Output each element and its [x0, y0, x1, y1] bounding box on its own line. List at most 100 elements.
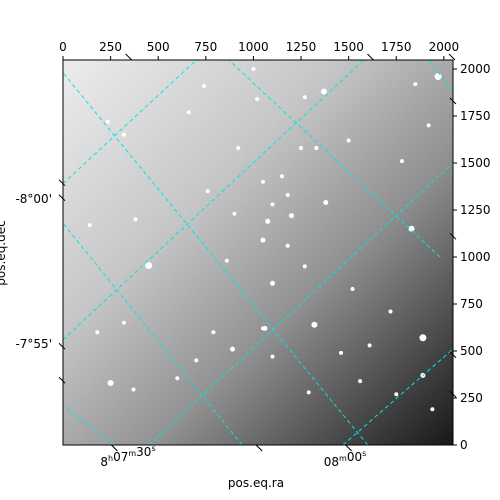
y-pixel-tick-label-5: 1250 — [460, 203, 491, 217]
star-46 — [388, 309, 393, 314]
y-pixel-tick-label-0: 0 — [460, 438, 468, 452]
dec-tick-left-2 — [58, 179, 66, 187]
star-53 — [346, 138, 351, 143]
y-pixel-tick-label-1: 250 — [460, 391, 483, 405]
star-12 — [270, 280, 275, 286]
ra-tick-top-0 — [125, 53, 133, 61]
dec-tick-right-1 — [449, 351, 457, 359]
star-40 — [224, 258, 229, 263]
star-30 — [289, 213, 294, 219]
y-pixel-tick-label-4: 1000 — [460, 250, 491, 264]
star-18 — [211, 330, 216, 335]
x-pixel-tick-label-5: 1250 — [286, 40, 317, 54]
dec-tick-right-2 — [449, 390, 457, 398]
y-pixel-tick-label-3: 750 — [460, 297, 483, 311]
sky-image — [63, 60, 453, 445]
star-21 — [107, 380, 114, 386]
ra-tick-bottom-2 — [255, 444, 263, 452]
star-19 — [358, 379, 363, 384]
world-coordinate-ticks — [58, 53, 457, 452]
star-48 — [430, 407, 435, 412]
y-pixel-axis-right: 0 250 500 750 1000 1250 1500 1750 2000 — [453, 62, 491, 452]
y-pixel-tick-label-2: 500 — [460, 344, 483, 358]
dec-tick-left-1 — [58, 342, 66, 350]
dec-grid-line-3 — [342, 348, 453, 445]
star-17 — [261, 326, 265, 331]
star-27 — [87, 223, 92, 228]
star-32 — [314, 146, 319, 150]
star-47 — [426, 123, 431, 128]
star-1 — [320, 88, 327, 95]
star-24 — [419, 334, 427, 342]
star-0 — [434, 73, 442, 80]
star-23 — [175, 376, 180, 381]
plot-frame — [62, 59, 454, 446]
star-49 — [394, 392, 399, 397]
dec-tick-right-3 — [449, 97, 457, 105]
star-54 — [251, 67, 256, 71]
y-pixel-tick-label-7: 1750 — [460, 109, 491, 123]
dec-label-1: -7°55' — [15, 337, 52, 351]
ra-grid-line-3 — [228, 60, 441, 258]
star-36 — [121, 132, 126, 137]
star-9 — [236, 146, 241, 150]
star-44 — [194, 358, 199, 363]
star-26 — [400, 159, 404, 164]
ra-grid-line-2 — [63, 72, 369, 445]
star-8 — [270, 202, 275, 207]
star-55 — [205, 189, 210, 194]
y-axis-label: pos.eq.dec — [0, 220, 8, 285]
x-pixel-tick-label-2: 500 — [147, 40, 170, 54]
ra-tick-top-2 — [448, 53, 456, 61]
ra-grid-line-1 — [63, 222, 243, 445]
star-6 — [285, 193, 290, 197]
star-38 — [255, 97, 260, 102]
star-34 — [339, 350, 343, 355]
x-pixel-tick-label-6: 1500 — [333, 40, 364, 54]
star-35 — [306, 390, 311, 395]
ra-tick-bottom-1 — [345, 444, 352, 452]
star-39 — [285, 243, 290, 248]
dec-tick-left-3 — [58, 376, 66, 384]
star-43 — [95, 330, 100, 335]
star-41 — [261, 179, 265, 184]
star-3 — [201, 83, 206, 88]
star-37 — [186, 110, 191, 115]
star-22 — [131, 387, 136, 392]
star-42 — [121, 320, 126, 325]
star-13 — [302, 264, 307, 269]
x-pixel-tick-label-1: 250 — [99, 40, 122, 54]
dec-grid-line-2 — [148, 162, 453, 445]
star-52 — [133, 217, 138, 222]
star-14 — [413, 82, 418, 87]
x-pixel-tick-label-7: 1750 — [381, 40, 412, 54]
x-pixel-tick-label-3: 750 — [194, 40, 217, 54]
star-15 — [311, 321, 318, 328]
x-axis-label: pos.eq.ra — [228, 476, 284, 490]
star-33 — [350, 287, 355, 291]
star-7 — [265, 218, 271, 224]
x-pixel-tick-label-8: 2000 — [429, 40, 460, 54]
star-45 — [367, 343, 372, 348]
ra-tick-bottom-0 — [111, 444, 118, 452]
y-pixel-tick-label-8: 2000 — [460, 62, 491, 76]
ra-label-1: 08m00s — [324, 449, 367, 469]
x-pixel-tick-label-4: 1000 — [238, 40, 269, 54]
ra-label-0: 8h07m30s — [100, 444, 155, 469]
star-25 — [408, 225, 415, 232]
ra-tick-top-1 — [367, 53, 374, 61]
star-29 — [232, 211, 237, 216]
star-2 — [302, 95, 307, 100]
dec-tick-left-0 — [58, 194, 66, 202]
x-pixel-axis-top: 0 250 500 750 1000 1250 1500 1750 2000 — [59, 40, 459, 60]
star-11 — [145, 262, 153, 269]
y-pixel-tick-label-6: 1500 — [460, 156, 491, 170]
star-4 — [105, 119, 110, 124]
dec-grid-line-1 — [63, 60, 365, 341]
x-pixel-tick-label-0: 0 — [59, 40, 67, 54]
star-10 — [299, 146, 303, 150]
star-51 — [270, 354, 275, 359]
ra-grid-line-0 — [63, 405, 115, 445]
star-5 — [323, 200, 329, 205]
